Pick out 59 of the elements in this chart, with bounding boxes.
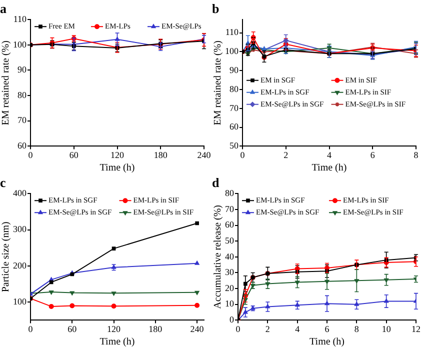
x-tick-label: 2 <box>284 150 288 160</box>
y-tick-label: 80 <box>18 90 27 100</box>
y-tick-label: 70 <box>230 102 239 113</box>
x-tick-label: 0 <box>240 150 246 160</box>
chart-title: b <box>212 1 220 16</box>
y-axis-title: EM retained rate (%) <box>212 40 224 126</box>
chart-title: c <box>0 175 6 190</box>
x-tick-label: 2 <box>265 324 270 334</box>
y-axis-title: Particle size (nm) <box>0 222 12 292</box>
x-tick-label: 0 <box>28 324 34 334</box>
y-tick-label: 20 <box>225 282 234 293</box>
y-tick-label: 70 <box>225 204 234 214</box>
y-tick-label: 90 <box>230 64 239 75</box>
x-axis-title: Time (h) <box>100 336 135 348</box>
y-tick-label: 110 <box>13 14 27 24</box>
x-tick-label: 8 <box>414 150 419 160</box>
y-tick-label: 400 <box>13 188 27 198</box>
x-tick-label: 240 <box>197 150 212 160</box>
x-tick-label: 240 <box>190 324 204 334</box>
x-tick-label: 12 <box>412 324 420 334</box>
x-tick-label: 120 <box>107 324 122 334</box>
y-tick-label: 110 <box>225 27 239 38</box>
x-tick-label: 10 <box>382 324 392 334</box>
y-tick-label: 40 <box>225 251 234 262</box>
y-tick-label: 300 <box>13 224 27 234</box>
x-axis-title: Time (h) <box>100 162 135 174</box>
x-tick-label: 180 <box>148 324 163 334</box>
x-tick-label: 6 <box>370 150 376 160</box>
y-tick-label: 30 <box>225 267 234 278</box>
y-tick-label: 0 <box>230 314 234 325</box>
x-tick-label: 8 <box>354 324 360 334</box>
y-tick-label: 70 <box>18 115 27 126</box>
chart-title: d <box>212 175 220 190</box>
y-tick-label: 60 <box>225 220 234 230</box>
y-tick-label: 100 <box>13 296 27 306</box>
x-tick-label: 120 <box>110 150 124 160</box>
chart-title: a <box>0 1 7 16</box>
x-tick-label: 180 <box>154 150 168 160</box>
y-axis-title: EM retained rate (%) <box>0 40 12 126</box>
x-axis-title: Time (h) <box>310 336 344 348</box>
y-tick-label: 80 <box>230 84 239 94</box>
x-axis-title: Time (h) <box>312 162 347 174</box>
y-tick-label: 10 <box>225 298 234 309</box>
x-tick-label: 0 <box>28 150 34 160</box>
y-tick-label: 100 <box>225 46 239 56</box>
y-tick-label: 60 <box>18 140 27 151</box>
x-tick-label: 60 <box>68 324 78 334</box>
x-tick-label: 4 <box>327 150 332 160</box>
y-tick-label: 50 <box>230 140 239 151</box>
y-tick-label: 200 <box>13 260 27 270</box>
x-tick-label: 60 <box>69 150 79 160</box>
y-tick-label: 50 <box>225 235 234 246</box>
x-tick-label: 6 <box>324 324 330 334</box>
y-tick-label: 60 <box>230 122 239 132</box>
y-tick-label: 80 <box>225 188 234 198</box>
x-tick-label: 4 <box>295 324 300 334</box>
y-tick-label: 100 <box>13 39 27 50</box>
y-axis-title: Accumulative release (%) <box>212 204 224 309</box>
y-tick-label: 90 <box>18 64 27 75</box>
